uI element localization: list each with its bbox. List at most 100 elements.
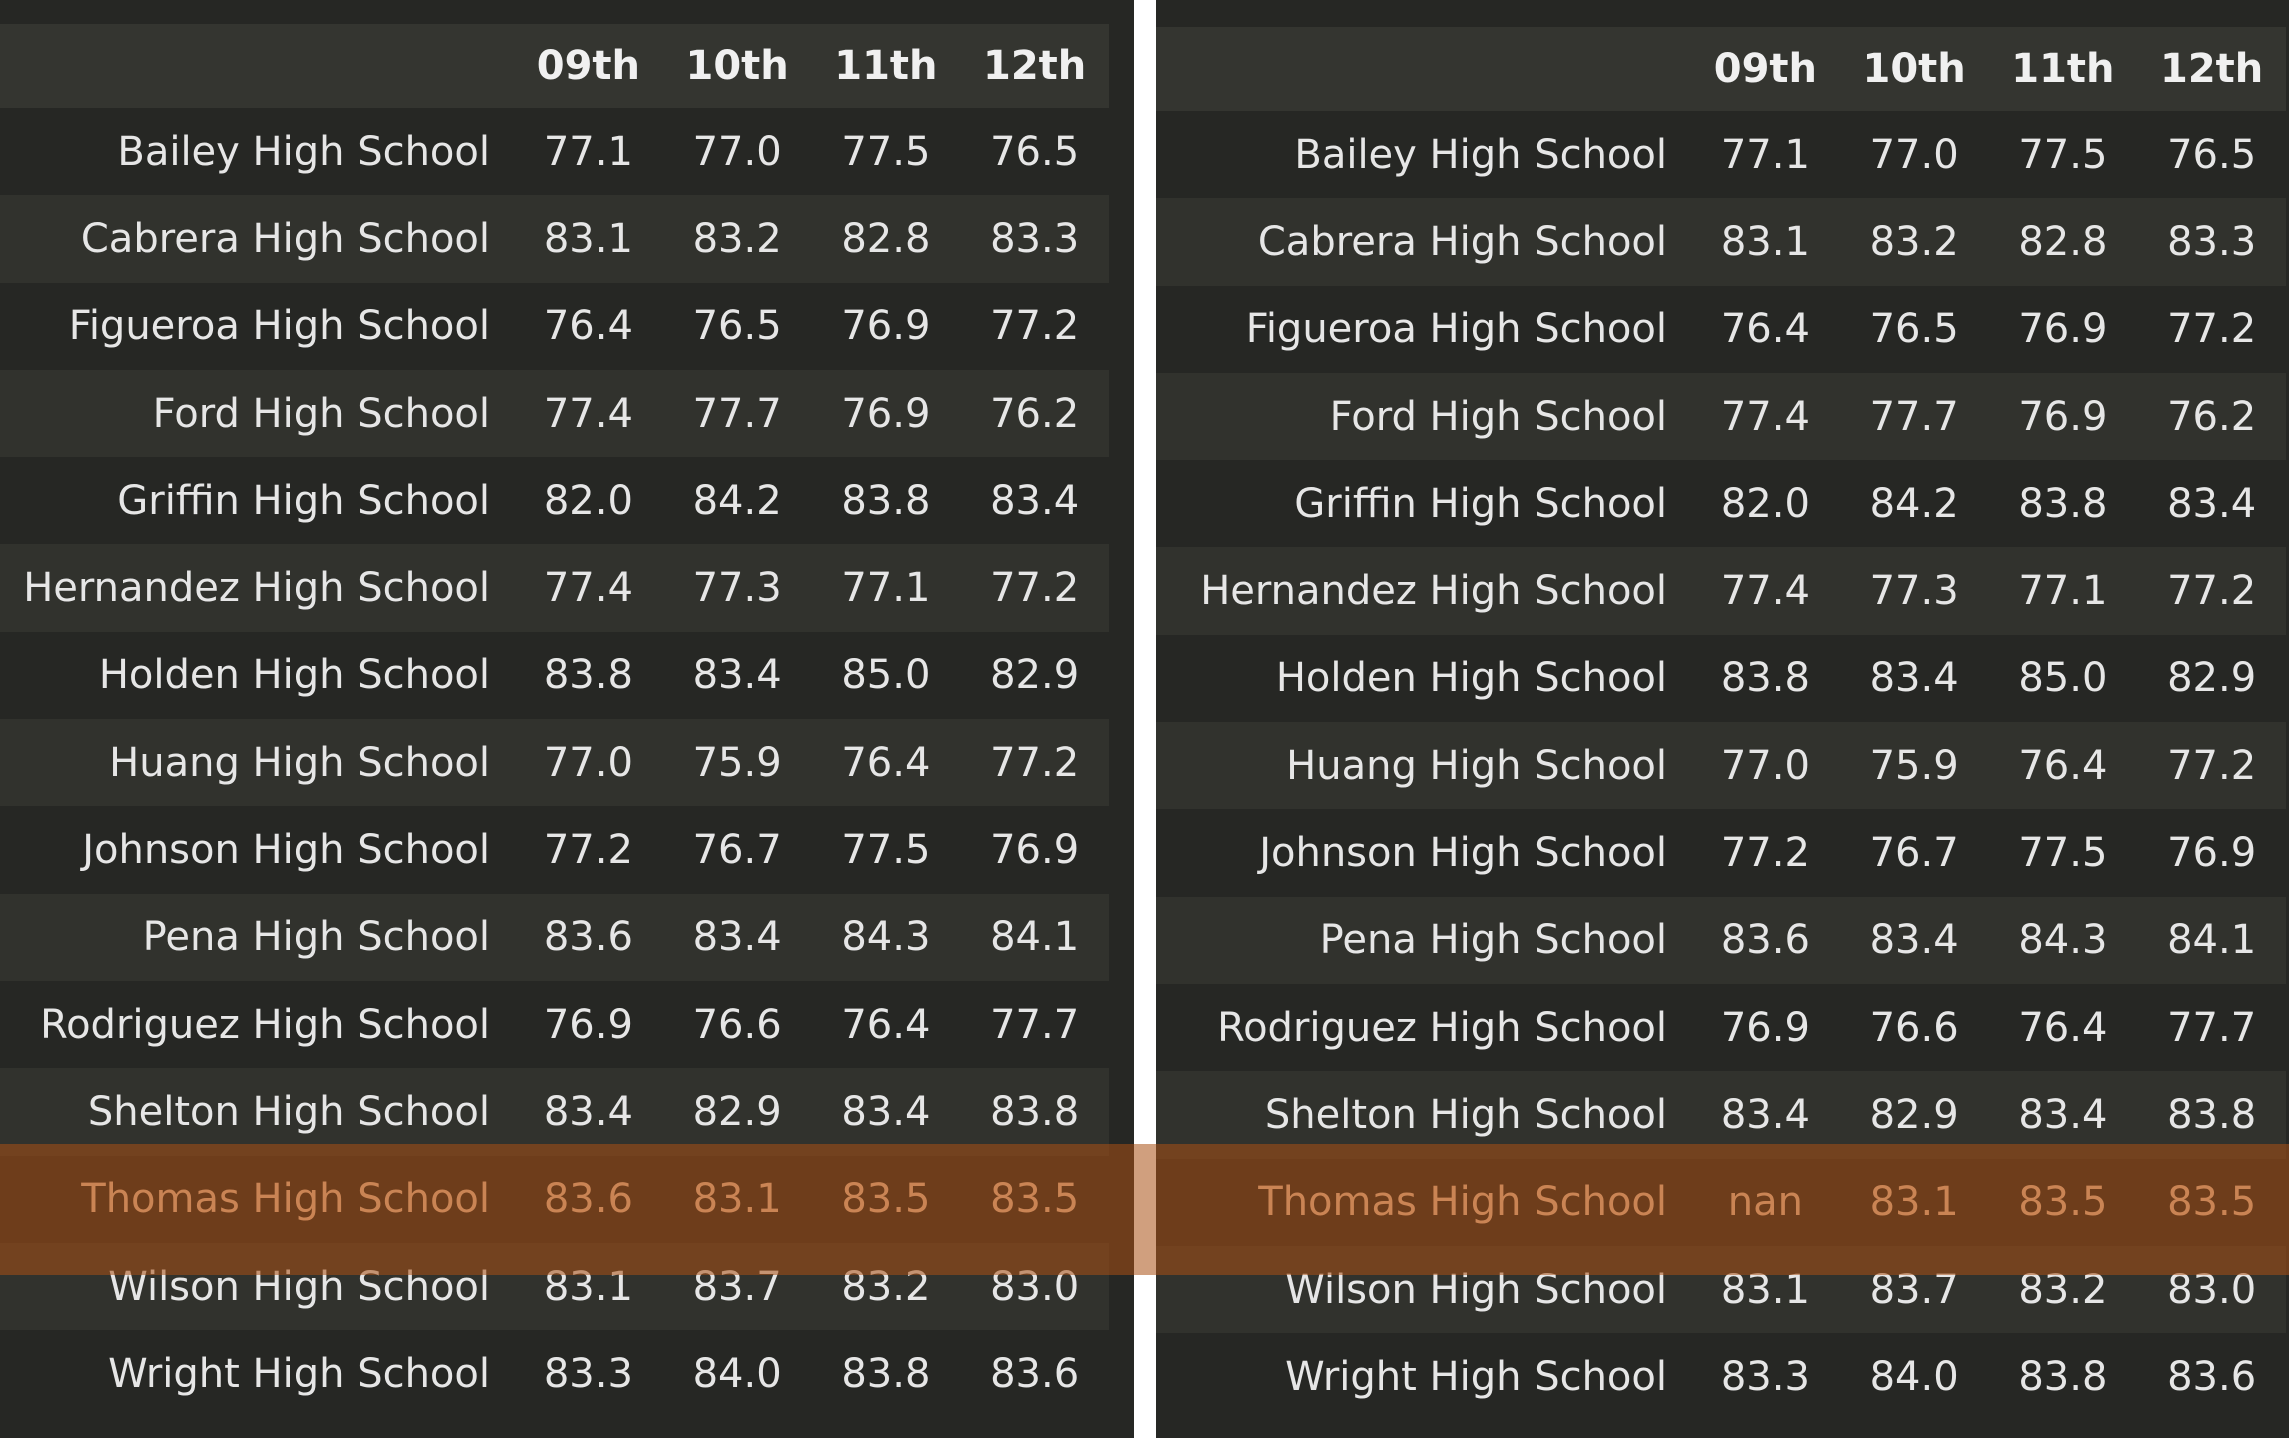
score-cell: 83.6 xyxy=(2137,1333,2286,1421)
score-cell: 77.7 xyxy=(960,980,1109,1069)
school-name-cell: Holden High School xyxy=(1156,634,1691,723)
score-cell: 77.2 xyxy=(2137,722,2286,810)
score-cell: 83.8 xyxy=(960,1068,1109,1156)
score-cell: 77.0 xyxy=(1691,722,1840,810)
score-cell: 84.2 xyxy=(1839,460,1989,548)
score-cell: 83.1 xyxy=(514,195,663,283)
score-cell: 76.9 xyxy=(1691,983,1840,1072)
table-row: Ford High School 77.4 77.7 76.9 76.2 xyxy=(0,369,1109,458)
table-row: Wright High School 83.3 84.0 83.8 83.6 xyxy=(0,1330,1109,1418)
table-row: Huang High School 77.0 75.9 76.4 77.2 xyxy=(1156,722,2286,810)
school-name-cell: Cabrera High School xyxy=(1156,198,1691,286)
score-cell: 76.6 xyxy=(662,980,812,1069)
score-cell: 83.3 xyxy=(1691,1333,1840,1421)
score-cell: 76.6 xyxy=(1839,983,1989,1072)
score-cell: 76.4 xyxy=(811,719,961,807)
score-cell: 84.1 xyxy=(2137,896,2286,984)
score-cell: 83.3 xyxy=(960,195,1109,283)
score-cell: 83.1 xyxy=(1839,1158,1989,1246)
table-row: Cabrera High School 83.1 83.2 82.8 83.3 xyxy=(1156,198,2286,286)
score-cell: 76.5 xyxy=(960,108,1109,196)
column-header: 09th xyxy=(514,24,663,108)
table-row: Wilson High School 83.1 83.7 83.2 83.0 xyxy=(1156,1245,2286,1334)
school-name-cell: Griffin High School xyxy=(1156,460,1691,548)
score-cell: 83.2 xyxy=(811,1242,961,1331)
score-cell: 83.6 xyxy=(514,893,663,981)
score-cell: 83.4 xyxy=(1988,1071,2138,1159)
table-row: Shelton High School 83.4 82.9 83.4 83.8 xyxy=(0,1068,1109,1156)
score-cell: 77.7 xyxy=(2137,983,2286,1072)
school-name-cell: Wilson High School xyxy=(0,1242,514,1331)
table-row: Johnson High School 77.2 76.7 77.5 76.9 xyxy=(0,806,1109,894)
score-cell: 77.5 xyxy=(811,108,961,196)
score-cell: 83.5 xyxy=(1988,1158,2138,1246)
score-cell: 82.9 xyxy=(960,631,1109,720)
score-cell: 76.4 xyxy=(1988,722,2138,810)
school-name-cell: Wright High School xyxy=(1156,1333,1691,1421)
score-cell: 77.2 xyxy=(1691,809,1840,897)
column-header: 10th xyxy=(1839,27,1989,111)
table-row: Wright High School 83.3 84.0 83.8 83.6 xyxy=(1156,1333,2286,1421)
score-cell: 83.5 xyxy=(811,1155,961,1243)
column-header: 11th xyxy=(1988,27,2138,111)
score-cell: 77.2 xyxy=(960,282,1109,370)
table-row: Pena High School 83.6 83.4 84.3 84.1 xyxy=(1156,896,2286,984)
score-cell: 77.3 xyxy=(1839,547,1989,635)
table-row: Rodriguez High School 76.9 76.6 76.4 77.7 xyxy=(1156,983,2286,1072)
index-header-cell xyxy=(1156,27,1691,111)
score-cell: 77.1 xyxy=(1988,547,2138,635)
score-cell: 82.9 xyxy=(1839,1071,1989,1159)
column-header: 11th xyxy=(811,24,961,108)
school-name-cell: Huang High School xyxy=(0,719,514,807)
column-header: 10th xyxy=(662,24,812,108)
score-cell: 85.0 xyxy=(811,631,961,720)
score-cell: 83.1 xyxy=(514,1242,663,1331)
score-cell: 83.4 xyxy=(1839,634,1989,723)
table-row: Wilson High School 83.1 83.7 83.2 83.0 xyxy=(0,1242,1109,1331)
table-row: Hernandez High School 77.4 77.3 77.1 77.2 xyxy=(0,544,1109,632)
score-cell: 83.4 xyxy=(514,1068,663,1156)
score-cell: 76.7 xyxy=(1839,809,1989,897)
score-cell: 84.0 xyxy=(662,1330,812,1418)
school-name-cell: Johnson High School xyxy=(1156,809,1691,897)
score-cell: 77.1 xyxy=(1691,111,1840,199)
score-cell: 83.8 xyxy=(1691,634,1840,723)
table-header-row: 09th 10th 11th 12th xyxy=(0,24,1109,108)
score-cell: 83.0 xyxy=(2137,1245,2286,1334)
school-name-cell: Pena High School xyxy=(1156,896,1691,984)
score-cell: 83.3 xyxy=(514,1330,663,1418)
score-cell: 84.0 xyxy=(1839,1333,1989,1421)
score-cell: 83.4 xyxy=(662,893,812,981)
score-cell: 77.5 xyxy=(1988,111,2138,199)
score-cell: 84.2 xyxy=(662,457,812,545)
school-name-cell: Wilson High School xyxy=(1156,1245,1691,1334)
score-cell: 83.8 xyxy=(1988,1333,2138,1421)
score-cell: 77.2 xyxy=(514,806,663,894)
table-row: Ford High School 77.4 77.7 76.9 76.2 xyxy=(1156,372,2286,461)
score-cell: 83.4 xyxy=(1691,1071,1840,1159)
score-cell: 77.2 xyxy=(2137,547,2286,635)
panel-top-band xyxy=(1156,0,2289,18)
table-row: Cabrera High School 83.1 83.2 82.8 83.3 xyxy=(0,195,1109,283)
school-name-cell: Cabrera High School xyxy=(0,195,514,283)
score-cell: 76.4 xyxy=(811,980,961,1069)
table-row: Thomas High School nan 83.1 83.5 83.5 xyxy=(1156,1158,2286,1246)
score-cell: 77.5 xyxy=(1988,809,2138,897)
score-cell: 75.9 xyxy=(662,719,812,807)
score-cell: 83.8 xyxy=(1988,460,2138,548)
score-cell: 77.4 xyxy=(514,369,663,458)
school-name-cell: Griffin High School xyxy=(0,457,514,545)
table-row: Figueroa High School 76.4 76.5 76.9 77.2 xyxy=(0,282,1109,370)
table-row: Hernandez High School 77.4 77.3 77.1 77.2 xyxy=(1156,547,2286,635)
table-row: Rodriguez High School 76.9 76.6 76.4 77.7 xyxy=(0,980,1109,1069)
table-row: Bailey High School 77.1 77.0 77.5 76.5 xyxy=(0,108,1109,196)
score-cell: 77.4 xyxy=(514,544,663,632)
score-cell: 82.8 xyxy=(811,195,961,283)
school-name-cell: Shelton High School xyxy=(0,1068,514,1156)
reading-scores-by-grade-table: 09th 10th 11th 12th Bailey High School 77… xyxy=(0,24,1109,1418)
score-cell: 83.2 xyxy=(662,195,812,283)
school-name-cell: Johnson High School xyxy=(0,806,514,894)
score-cell: 82.0 xyxy=(514,457,663,545)
score-cell: 84.3 xyxy=(1988,896,2138,984)
